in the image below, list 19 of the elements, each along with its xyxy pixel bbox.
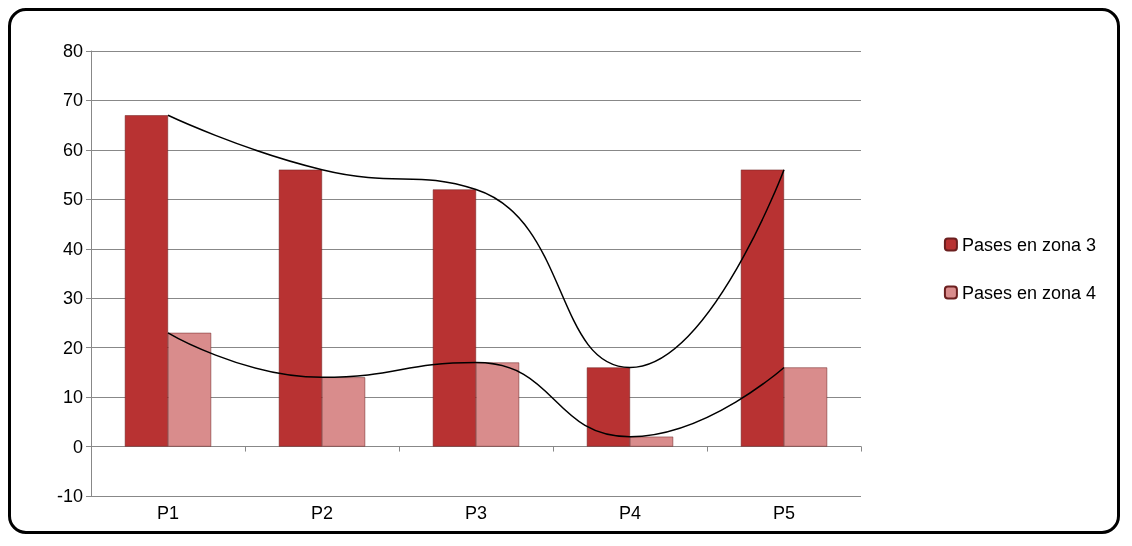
y-tick-label: 0 — [72, 436, 83, 457]
line-series — [167, 332, 785, 438]
x-tick-label: P5 — [772, 503, 796, 523]
legend-label: Pases en zona 3 — [961, 234, 1097, 255]
x-tick-label: P2 — [310, 503, 334, 523]
x-tick-label: P1 — [156, 503, 180, 523]
legend-label: Pases en zona 4 — [961, 282, 1097, 303]
y-tick-label: 20 — [62, 337, 83, 358]
y-tick-label: 10 — [62, 387, 83, 408]
y-tick-label: 30 — [62, 288, 83, 309]
x-tick-label: P3 — [464, 503, 488, 523]
y-tick-label: 70 — [62, 90, 83, 111]
y-tick-label: 80 — [62, 41, 83, 61]
y-tick-label: 40 — [62, 238, 83, 259]
y-tick-label: 60 — [62, 139, 83, 160]
x-tick-label: P4 — [618, 503, 642, 523]
y-tick-label: 50 — [62, 189, 83, 210]
y-tick-label: -10 — [56, 486, 83, 506]
line-series — [167, 114, 785, 369]
